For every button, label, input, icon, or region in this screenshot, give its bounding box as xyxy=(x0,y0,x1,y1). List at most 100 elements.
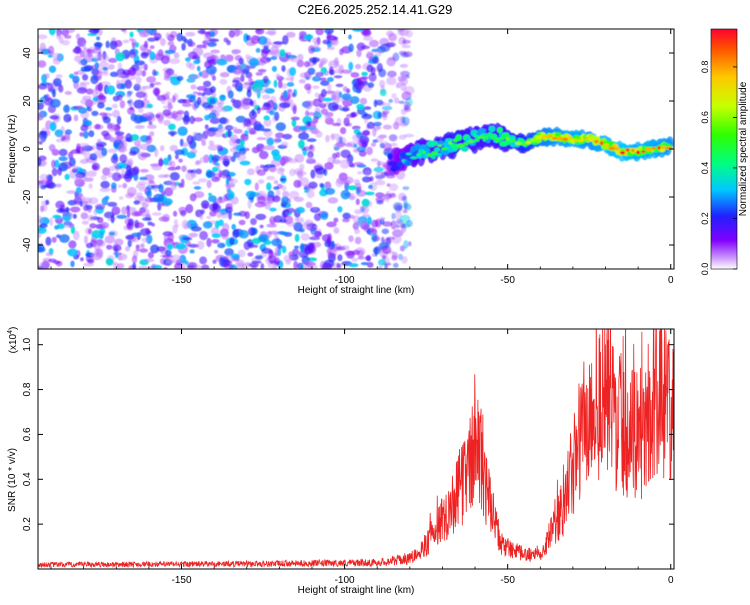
noise-blob xyxy=(119,100,126,109)
noise-blob xyxy=(399,63,409,68)
noise-blob xyxy=(211,233,221,239)
noise-blob xyxy=(116,79,121,89)
ridge-core xyxy=(651,146,657,150)
noise-blob xyxy=(244,178,252,186)
noise-blob xyxy=(386,76,397,86)
noise-blob xyxy=(146,49,152,55)
noise-blob xyxy=(101,147,108,157)
noise-blob xyxy=(87,228,92,235)
noise-blob xyxy=(114,40,123,47)
noise-blob xyxy=(273,186,280,190)
noise-blob xyxy=(286,82,295,87)
noise-blob xyxy=(274,111,280,121)
noise-blob xyxy=(208,127,219,132)
noise-blob xyxy=(143,258,155,263)
noise-blob xyxy=(206,237,212,248)
noise-blob xyxy=(108,231,116,236)
noise-blob xyxy=(401,256,408,264)
noise-blob xyxy=(259,56,271,64)
noise-blob xyxy=(370,66,376,76)
noise-blob xyxy=(52,88,56,98)
noise-blob xyxy=(134,195,145,202)
colorbar-gradient xyxy=(711,29,737,269)
noise-blob xyxy=(49,217,54,227)
noise-blob xyxy=(256,169,266,176)
noise-blob xyxy=(335,83,344,88)
noise-blob xyxy=(121,168,125,176)
noise-blob xyxy=(248,110,258,120)
noise-blob xyxy=(196,86,207,91)
noise-blob xyxy=(374,180,386,186)
noise-blob xyxy=(285,77,294,81)
noise-blob xyxy=(275,189,281,196)
noise-blob xyxy=(308,45,315,54)
noise-blob xyxy=(254,255,264,260)
noise-blob xyxy=(348,235,354,243)
noise-blob xyxy=(86,170,97,178)
ridge-mid xyxy=(478,128,487,133)
noise-blob xyxy=(398,77,408,86)
noise-blob xyxy=(202,221,213,229)
x-tick-label: 0 xyxy=(668,575,674,586)
noise-blob xyxy=(328,60,340,69)
noise-blob xyxy=(393,202,403,211)
noise-blob xyxy=(240,133,249,142)
noise-blob xyxy=(111,182,117,190)
ridge-core xyxy=(577,138,584,143)
ridge-core xyxy=(463,142,469,146)
noise-blob xyxy=(267,190,275,198)
noise-blob xyxy=(374,218,382,228)
noise-blob xyxy=(246,34,251,41)
ridge-mid xyxy=(440,150,450,155)
noise-blob xyxy=(239,160,251,166)
noise-blob xyxy=(100,174,107,181)
ridge-core xyxy=(645,147,652,152)
colorbar-tick-label: 0.2 xyxy=(700,212,710,225)
noise-blob xyxy=(50,98,61,108)
ridge-core xyxy=(530,138,538,143)
noise-blob xyxy=(277,244,283,249)
ridge-core xyxy=(546,134,553,138)
noise-blob xyxy=(238,219,246,226)
ridge-core xyxy=(573,138,578,142)
noise-blob xyxy=(38,83,48,90)
noise-blob xyxy=(80,212,89,220)
noise-blob xyxy=(124,79,132,89)
y-tick-label: 0.8 xyxy=(22,382,33,396)
spectrogram-y-axis-label: Frequency (Hz) xyxy=(7,115,18,184)
noise-blob xyxy=(137,180,148,185)
noise-blob xyxy=(167,41,175,46)
noise-blob xyxy=(222,155,234,161)
noise-blob xyxy=(356,49,362,58)
noise-blob xyxy=(269,216,276,224)
ridge-core xyxy=(631,148,635,153)
noise-blob xyxy=(117,62,123,70)
noise-blob xyxy=(382,221,393,227)
y-tick-label: 20 xyxy=(22,95,33,107)
noise-blob xyxy=(360,45,370,50)
noise-blob xyxy=(366,51,374,59)
noise-blob xyxy=(141,202,149,208)
noise-blob xyxy=(49,115,60,120)
noise-blob xyxy=(246,123,251,131)
noise-blob xyxy=(129,134,140,141)
noise-blob xyxy=(357,171,363,175)
noise-blob xyxy=(237,85,243,92)
noise-blob xyxy=(305,110,310,117)
noise-blob xyxy=(101,130,110,137)
noise-blob xyxy=(256,29,262,33)
noise-blob xyxy=(133,200,141,205)
noise-blob xyxy=(72,165,79,171)
noise-blob xyxy=(375,192,385,199)
noise-blob xyxy=(66,190,78,195)
noise-blob xyxy=(269,110,275,116)
noise-blob xyxy=(402,116,410,126)
noise-blob xyxy=(398,100,405,105)
noise-blob xyxy=(97,82,103,92)
noise-blob xyxy=(177,126,188,136)
x-tick-label: -150 xyxy=(171,275,191,286)
noise-blob xyxy=(364,116,368,124)
noise-blob xyxy=(327,251,337,259)
noise-blob xyxy=(370,142,377,147)
noise-blob xyxy=(266,182,272,191)
